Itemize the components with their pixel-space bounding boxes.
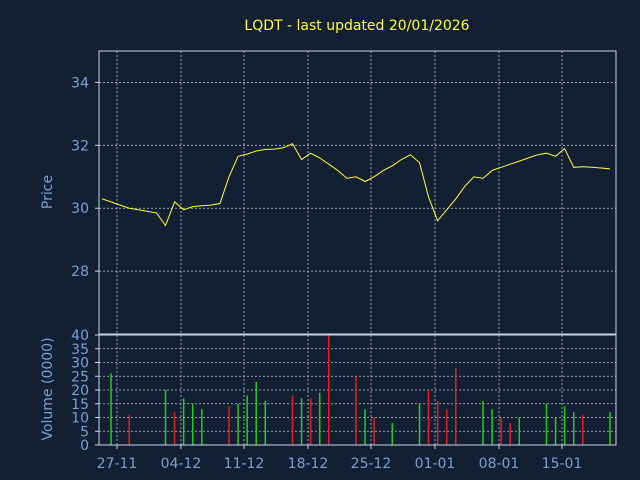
- price-grid: [99, 51, 616, 334]
- price-line: [101, 143, 611, 227]
- x-tick-label: 04-12: [161, 456, 202, 472]
- price-y-ticks: 28 30 32 34: [71, 75, 99, 280]
- x-axis-ticks: 27-11 04-12 11-12 18-12 25-12 01-01 08-01 15-01: [97, 445, 583, 472]
- price-tick-label: 32: [71, 138, 89, 154]
- x-tick-label: 25-12: [351, 456, 392, 472]
- volume-tick-label: 15: [71, 397, 89, 413]
- price-frame: [98, 50, 617, 335]
- price-tick-label: 28: [71, 264, 89, 280]
- volume-frame: [98, 334, 617, 446]
- chart-title: LQDT - last updated 20/01/2026: [244, 18, 469, 34]
- price-axis-label: Price: [40, 175, 56, 209]
- volume-bars: [110, 335, 611, 445]
- volume-tick-label: 5: [80, 424, 89, 440]
- x-tick-label: 08-01: [479, 456, 520, 472]
- volume-tick-label: 25: [71, 369, 89, 385]
- x-tick-label: 27-11: [97, 456, 138, 472]
- x-tick-label: 01-01: [415, 456, 456, 472]
- volume-tick-label: 40: [71, 328, 89, 344]
- x-tick-label: 15-01: [542, 456, 583, 472]
- volume-tick-label: 10: [71, 411, 89, 427]
- volume-tick-label: 30: [71, 356, 89, 372]
- x-tick-label: 11-12: [224, 456, 265, 472]
- x-tick-label: 18-12: [288, 456, 329, 472]
- volume-tick-label: 0: [80, 438, 89, 454]
- price-tick-label: 30: [71, 201, 89, 217]
- price-panel: 28 30 32 34 Price: [40, 50, 617, 335]
- volume-tick-label: 20: [71, 383, 89, 399]
- volume-tick-label: 35: [71, 342, 89, 358]
- price-tick-label: 34: [71, 75, 89, 91]
- volume-axis-label: Volume (0000): [40, 337, 56, 440]
